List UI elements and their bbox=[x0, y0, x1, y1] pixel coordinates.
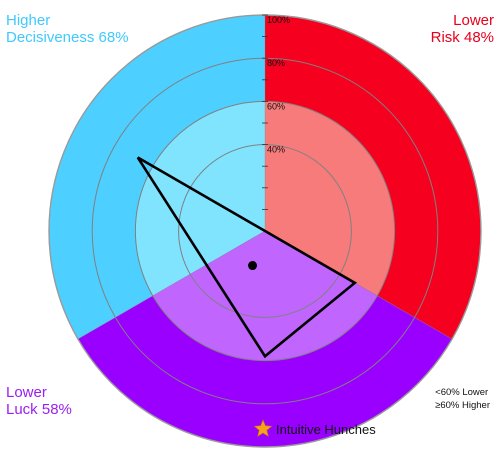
axis-label-decisiveness: Higher Decisiveness 68% bbox=[6, 12, 129, 46]
ring-label-40: 40% bbox=[267, 145, 285, 155]
legend-higher: ≥60% Higher bbox=[435, 400, 490, 411]
ring-label-100: 100% bbox=[267, 15, 290, 25]
sector-divider-2 bbox=[77, 230, 266, 340]
sector-right-inner bbox=[265, 101, 395, 296]
axis-label-luck: Lower Luck 58% bbox=[6, 384, 72, 418]
centroid-dot bbox=[248, 261, 258, 271]
chart-marks bbox=[136, 156, 358, 359]
axis-label-risk-line2: Risk 48% bbox=[430, 29, 494, 46]
ring-label-60: 60% bbox=[267, 101, 285, 111]
axis-label-risk-line1: Lower bbox=[453, 12, 494, 29]
chart-marker: Intuitive Hunches bbox=[253, 419, 376, 437]
legend-lower: <60% Lower bbox=[435, 387, 489, 398]
star-icon bbox=[253, 419, 273, 437]
chart-ring-labels: 40% 60% 80% 100% bbox=[262, 14, 290, 210]
ring-label-80: 80% bbox=[267, 58, 285, 68]
chart-legend: <60% Lower ≥60% Higher bbox=[435, 386, 490, 412]
axis-label-decisiveness-line1: Higher bbox=[6, 12, 51, 29]
axis-label-risk: Lower Risk 48% bbox=[431, 12, 494, 46]
value-triangle bbox=[136, 156, 358, 359]
axis-label-luck-line2: Luck 58% bbox=[6, 401, 72, 418]
marker-label: Intuitive Hunches bbox=[276, 422, 376, 437]
sector-left-inner bbox=[135, 101, 265, 296]
axis-label-luck-line1: Lower bbox=[6, 384, 47, 401]
axis-label-decisiveness-line2: Decisiveness 68% bbox=[6, 29, 129, 46]
